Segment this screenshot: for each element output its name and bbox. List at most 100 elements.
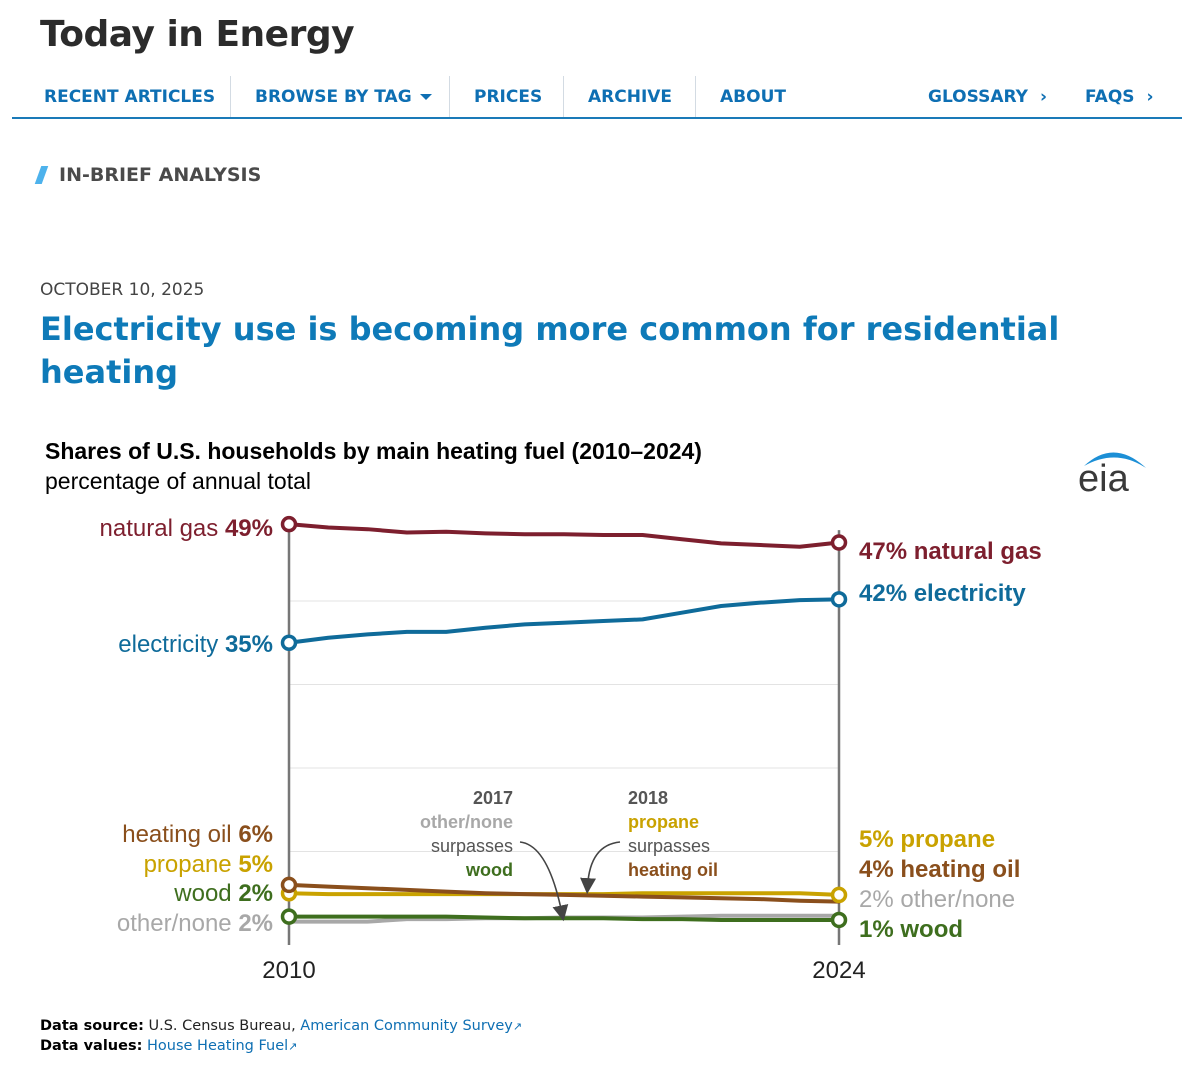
eia-logo: eia: [1078, 452, 1146, 496]
series-line-electricity: [287, 597, 841, 645]
data-source-line: Data source: U.S. Census Bureau, America…: [40, 1018, 522, 1034]
section-label-text: IN-BRIEF ANALYSIS: [59, 164, 262, 186]
article-title: Electricity use is becoming more common …: [40, 310, 1060, 391]
series-line-natural_gas: [287, 522, 841, 549]
start-label-name: natural gas: [100, 515, 225, 542]
start-label-value: 6%: [238, 821, 273, 848]
nav-faqs[interactable]: FAQS ›: [1085, 76, 1154, 117]
acs-link[interactable]: American Community Survey↗: [300, 1018, 522, 1034]
nav-browse-by-tag[interactable]: BROWSE BY TAG: [255, 76, 432, 117]
nav-glossary[interactable]: GLOSSARY ›: [928, 76, 1047, 117]
end-marker-propane: [830, 886, 848, 904]
chart-subtitle: percentage of annual total: [45, 468, 311, 494]
article-date: OCTOBER 10, 2025: [40, 280, 205, 300]
end-label-propane: 5% propane: [859, 826, 995, 853]
chevron-right-icon: ›: [1039, 86, 1047, 107]
line-chart: 2010 2024 natural gas 49% electricity 35% he…: [100, 515, 1042, 984]
start-label-name: heating oil: [122, 821, 238, 848]
data-source-label: Data source:: [40, 1018, 144, 1034]
end-label-value: 42%: [859, 580, 914, 607]
end-label-name: natural gas: [914, 538, 1042, 565]
x-tick-label: 2024: [812, 957, 865, 984]
end-marker-wood: [830, 911, 848, 929]
start-marker-natural_gas: [280, 515, 298, 533]
hhf-link-text: House Heating Fuel: [147, 1038, 289, 1054]
start-label-value: 2%: [238, 880, 273, 907]
end-label-value: 5%: [859, 826, 900, 853]
house-heating-fuel-link[interactable]: House Heating Fuel↗: [147, 1038, 297, 1054]
start-label-value: 49%: [225, 515, 273, 542]
annotation-year: 2017: [473, 788, 513, 808]
nav-divider: [230, 76, 231, 117]
end-label-value: 4%: [859, 856, 900, 883]
end-label-name: other/none: [900, 886, 1015, 913]
start-marker-wood: [280, 908, 298, 925]
nav-label: GLOSSARY: [928, 86, 1028, 107]
annotation-arrow-2018: [580, 841, 621, 895]
external-link-icon: ↗: [512, 1020, 523, 1033]
start-label-other_none: other/none 2%: [117, 910, 273, 937]
end-label-electricity: 42% electricity: [859, 580, 1026, 607]
start-label-value: 2%: [238, 910, 273, 937]
start-label-heating_oil: heating oil 6%: [122, 821, 273, 848]
annotation-line: propane: [628, 812, 699, 832]
start-label-name: propane: [144, 851, 239, 878]
nav-label: PRICES: [474, 86, 543, 107]
site-title[interactable]: Today in Energy: [40, 14, 355, 55]
end-label-heating_oil: 4% heating oil: [859, 856, 1020, 883]
nav-divider: [695, 76, 696, 117]
section-label: IN-BRIEF ANALYSIS: [34, 164, 262, 186]
x-tick-label: 2010: [262, 957, 315, 984]
start-label-value: 5%: [238, 851, 273, 878]
acs-link-text: American Community Survey: [300, 1018, 513, 1034]
start-marker-electricity: [280, 634, 298, 651]
annotation-line: heating oil: [628, 860, 718, 880]
series-line-heating_oil: [287, 882, 841, 904]
end-label-natural_gas: 47% natural gas: [859, 538, 1042, 565]
start-label-name: other/none: [117, 910, 238, 937]
start-label-name: electricity: [118, 631, 225, 658]
end-label-other_none: 2% other/none: [859, 886, 1015, 913]
annotation-line: other/none: [420, 812, 513, 832]
data-source-org: U.S. Census Bureau,: [148, 1018, 301, 1034]
nav-label: RECENT ARTICLES: [44, 86, 216, 107]
nav-archive[interactable]: ARCHIVE: [588, 76, 672, 117]
nav-divider: [449, 76, 450, 117]
end-label-value: 47%: [859, 538, 914, 565]
annotation-arrow-2017: [519, 841, 569, 922]
chevron-right-icon: ›: [1146, 86, 1154, 107]
start-label-propane: propane 5%: [144, 851, 273, 878]
start-label-name: wood: [173, 880, 238, 907]
eia-logo-text: eia: [1078, 458, 1130, 496]
end-label-name: wood: [899, 916, 963, 943]
annotation-line: surpasses: [431, 836, 513, 856]
end-label-value: 1%: [859, 916, 900, 943]
chart-title: Shares of U.S. households by main heatin…: [45, 438, 702, 464]
end-label-name: propane: [900, 826, 995, 853]
end-label-wood: 1% wood: [859, 916, 963, 943]
data-values-line: Data values: House Heating Fuel↗: [40, 1038, 297, 1054]
nav-label: FAQS: [1085, 86, 1135, 107]
eia-logo-swoosh: [1084, 452, 1146, 468]
start-label-natural_gas: natural gas 49%: [100, 515, 273, 542]
start-label-value: 35%: [225, 631, 273, 658]
nav-about[interactable]: ABOUT: [720, 76, 786, 117]
nav-divider: [563, 76, 564, 117]
end-label-value: 2%: [859, 886, 900, 913]
data-values-label: Data values:: [40, 1038, 143, 1054]
end-label-name: electricity: [914, 580, 1027, 607]
start-marker-heating_oil: [280, 876, 298, 894]
nav-prices[interactable]: PRICES: [474, 76, 542, 117]
annotation-year: 2018: [628, 788, 668, 808]
external-link-icon: ↗: [288, 1040, 298, 1053]
nav-label: BROWSE BY TAG: [255, 86, 412, 107]
nav-label: ABOUT: [720, 86, 786, 107]
end-label-name: heating oil: [900, 856, 1020, 883]
nav-label: ARCHIVE: [588, 86, 673, 107]
start-label-electricity: electricity 35%: [118, 631, 273, 658]
end-marker-electricity: [830, 591, 848, 608]
main-nav: RECENT ARTICLES BROWSE BY TAG PRICES ARC…: [12, 76, 1182, 119]
end-marker-natural_gas: [830, 534, 848, 551]
nav-recent-articles[interactable]: RECENT ARTICLES: [44, 76, 215, 117]
caret-down-icon: [419, 93, 432, 100]
